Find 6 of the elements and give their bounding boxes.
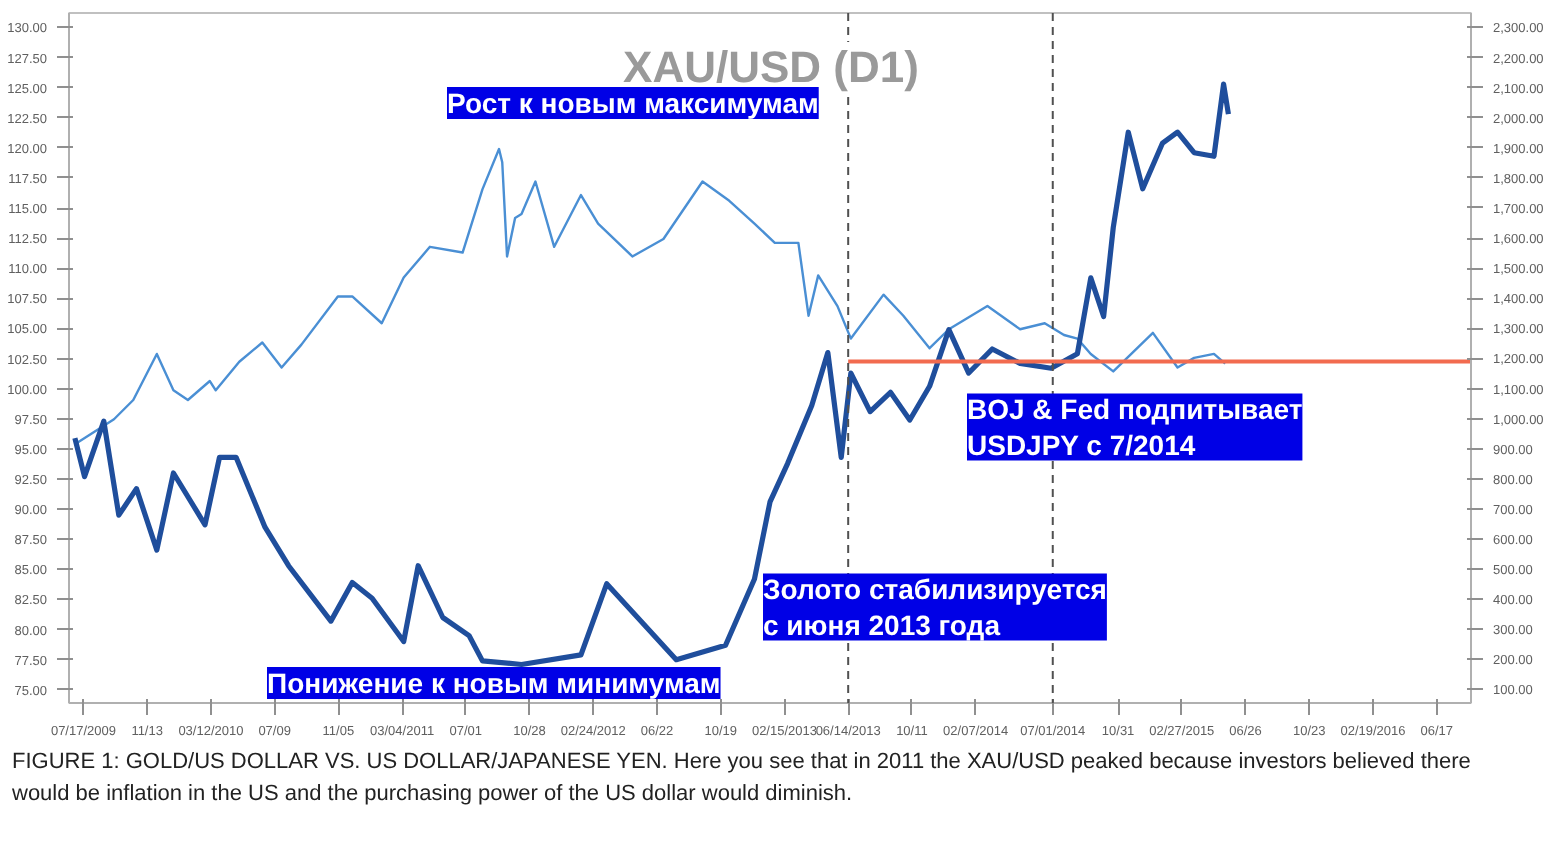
annotation: Рост к новым максимумам	[447, 87, 819, 119]
annotation: BOJ & Fed подпитывает USDJPY с 7/2014	[967, 393, 1303, 461]
text: XAU/USD (D1)	[623, 42, 919, 92]
annotation: Золото стабилизируется с июня 2013 года	[763, 573, 1107, 641]
caption: FIGURE 1: GOLD/US DOLLAR VS. US DOLLAR/JAPANESE YEN. Here you see that in 2011 the XAU/USD peaked because investors believed there would be inflation in the US and the purchasing power of the US dollar would diminish.	[12, 748, 1473, 810]
annotation: Понижение к новым минимумам	[267, 667, 721, 699]
